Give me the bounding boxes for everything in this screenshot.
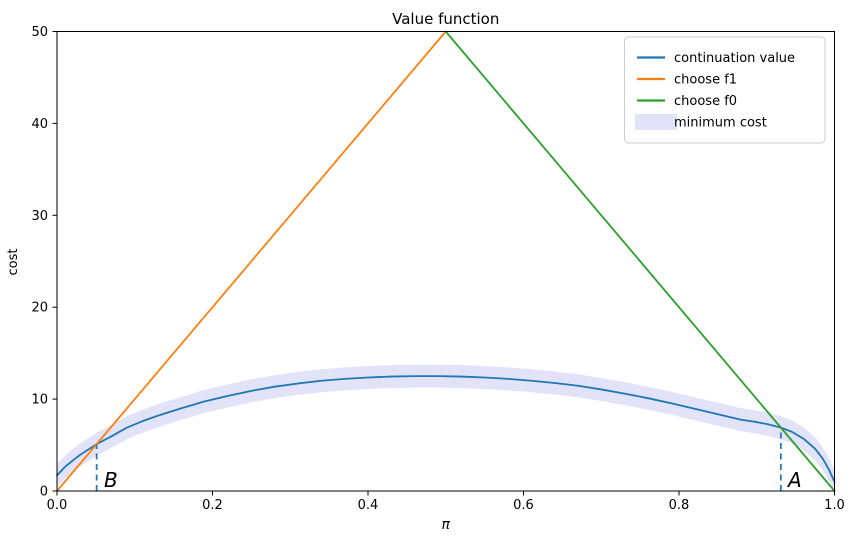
annotation-label-a: A: [786, 468, 802, 492]
axes-spines-layer: [56, 31, 835, 492]
axes-box: [56, 31, 835, 492]
series-layer: [56, 30, 836, 492]
x-tick-label: 0.2: [202, 498, 223, 513]
annotation-lines-layer: [95, 427, 782, 491]
annotation-label-b: B: [104, 468, 118, 492]
x-tick-label: 0.6: [513, 498, 534, 513]
line-continuation-value: [56, 375, 836, 483]
legend: continuation value choose f1 choose f0 mini…: [624, 36, 826, 144]
legend-patch-swatch-minimum-cost: [635, 114, 677, 130]
x-tick-label: 1.0: [824, 498, 845, 513]
legend-label-minimum-cost: minimum cost: [674, 116, 767, 131]
y-tick-label: 10: [31, 393, 48, 408]
legend-label-continuation-value: continuation value: [674, 51, 795, 66]
minimum-cost-band-layer: [57, 364, 835, 491]
legend-label-choose-f1: choose f1: [674, 73, 737, 88]
x-tick-label: 0.4: [358, 498, 379, 513]
x-tick-label: 0.0: [47, 498, 68, 513]
y-tick-label: 40: [31, 117, 48, 132]
line-choose-f1: [56, 30, 447, 492]
y-axis-label: cost: [6, 249, 21, 276]
y-tick-label: 20: [31, 301, 48, 316]
chart-title: Value function: [392, 10, 499, 28]
x-axis-label: π: [442, 517, 451, 533]
y-tick-label: 50: [31, 25, 48, 40]
legend-label-choose-f0: choose f0: [674, 94, 737, 109]
x-tick-label: 0.8: [669, 498, 690, 513]
minimum-cost-band: [57, 364, 835, 491]
line-choose-f0: [444, 30, 836, 492]
y-tick-label: 30: [31, 209, 48, 224]
ticks-layer: 0.0 0.2 0.4 0.6 0.8 1.0 0 10 20 30 40 50: [31, 25, 844, 513]
y-tick-label: 0: [40, 485, 48, 500]
